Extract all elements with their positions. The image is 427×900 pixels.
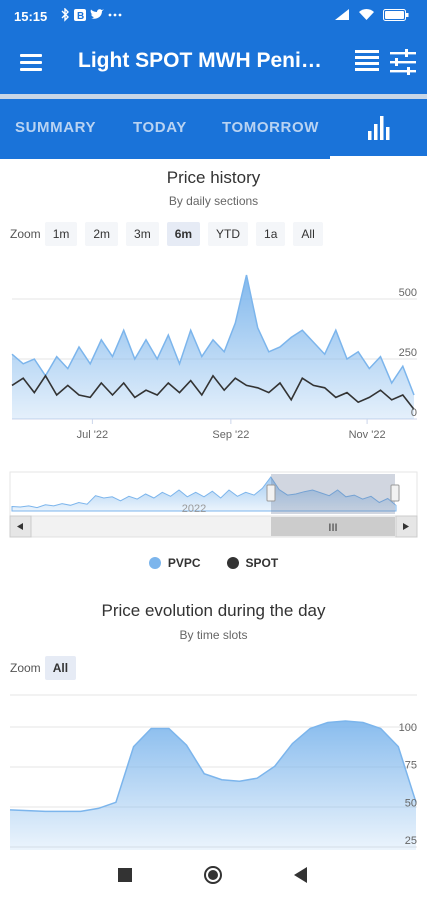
legend-label-spot: SPOT [245, 556, 279, 570]
app-bar: Light SPOT MWH Peninsula [0, 34, 427, 94]
tab-summary[interactable]: SUMMARY [15, 119, 97, 136]
signal-icon [335, 9, 349, 20]
daily-zoom-all-button[interactable]: All [44, 656, 77, 680]
daily-zoom-label: Zoom [10, 661, 41, 675]
history-y-tick-2: 500 [399, 287, 417, 299]
tab-indicator [330, 156, 427, 159]
history-chart[interactable]: 0 250 500 Jul '22 Sep '22 Nov '22 2022 III [0, 255, 427, 545]
history-x-tick-1: Sep '22 [212, 429, 249, 441]
tab-chart[interactable] [330, 99, 427, 159]
history-y-tick-1: 250 [399, 347, 417, 359]
more-icon [108, 13, 112, 17]
legend-item-spot[interactable]: SPOT [226, 553, 279, 573]
scroll-right-arrow-icon [403, 523, 409, 530]
history-subtitle: By daily sections [168, 194, 259, 208]
legend-label-pvpc: PVPC [167, 556, 201, 570]
daily-zoom: Zoom All [10, 656, 84, 680]
status-bar: 15:15 B [0, 0, 427, 34]
scrollbar-grip: III [328, 522, 337, 534]
tab-bar: SUMMARY TODAY TOMORROW [0, 99, 427, 159]
pvpc-area [12, 275, 414, 419]
navigator-selection[interactable] [271, 474, 395, 514]
b-icon [74, 9, 86, 21]
history-title: Price history [166, 168, 261, 187]
navigator-right-handle[interactable] [390, 484, 400, 502]
bar-chart-icon [368, 116, 390, 140]
history-x-tick-0: Jul '22 [77, 429, 108, 441]
daily-title: Price evolution during the day [101, 601, 326, 620]
status-time: 15:15 [14, 9, 48, 24]
zoom-2m-button[interactable]: 2m [85, 222, 119, 246]
history-x-tick-2: Nov '22 [349, 429, 386, 441]
svg-text:B: B [77, 11, 87, 22]
scrollbar-thumb[interactable] [271, 517, 395, 536]
zoom-all-button[interactable]: All [293, 222, 323, 246]
daily-y-tick-1: 75 [405, 760, 417, 772]
history-zoom: Zoom 1m 2m 3m 6m YTD 1a All [10, 222, 331, 246]
menu-icon[interactable] [20, 54, 42, 72]
wifi-icon [359, 9, 374, 20]
zoom-6m-button[interactable]: 6m [166, 222, 201, 246]
daily-pvpc-line [9, 720, 417, 813]
pvpc-line [11, 274, 415, 396]
legend-dot-spot [226, 557, 239, 569]
home-icon[interactable] [203, 865, 223, 885]
zoom-ytd-button[interactable]: YTD [208, 222, 249, 246]
zoom-1m-button[interactable]: 1m [44, 222, 78, 246]
back-icon[interactable] [294, 867, 308, 883]
spot-line [11, 374, 415, 410]
navigator-series [11, 476, 397, 512]
list-icon[interactable] [355, 50, 379, 74]
history-y-tick-0: 0 [411, 407, 417, 419]
daily-chart[interactable]: 100 75 50 25 [0, 690, 427, 850]
bluetooth-icon [61, 7, 69, 22]
twitter-icon [90, 9, 104, 19]
system-nav-bar [0, 850, 427, 900]
tab-tomorrow[interactable]: TOMORROW [222, 119, 320, 136]
recents-icon[interactable] [118, 868, 132, 882]
scroll-left-arrow-icon [17, 523, 23, 530]
daily-subtitle: By time slots [179, 628, 248, 642]
daily-pvpc-area [10, 721, 416, 850]
tab-today[interactable]: TODAY [133, 119, 187, 136]
zoom-1a-button[interactable]: 1a [256, 222, 286, 246]
legend-dot-pvpc [148, 557, 161, 569]
daily-y-tick-0: 100 [399, 722, 417, 734]
zoom-3m-button[interactable]: 3m [126, 222, 159, 246]
daily-y-tick-2: 50 [405, 797, 417, 809]
battery-icon [383, 8, 409, 21]
appbar-divider [0, 94, 427, 99]
notification-icons: B [60, 7, 122, 25]
zoom-label: Zoom [10, 227, 41, 241]
chart-legend: PVPC SPOT [0, 553, 427, 573]
status-right-icons [334, 8, 409, 21]
navigator-left-handle[interactable] [266, 484, 276, 502]
tune-icon[interactable] [389, 49, 417, 75]
daily-y-tick-3: 25 [405, 835, 417, 847]
legend-item-pvpc[interactable]: PVPC [148, 553, 201, 573]
app-title: Light SPOT MWH Peninsula [78, 49, 333, 72]
navigator-year-label: 2022 [182, 503, 206, 515]
